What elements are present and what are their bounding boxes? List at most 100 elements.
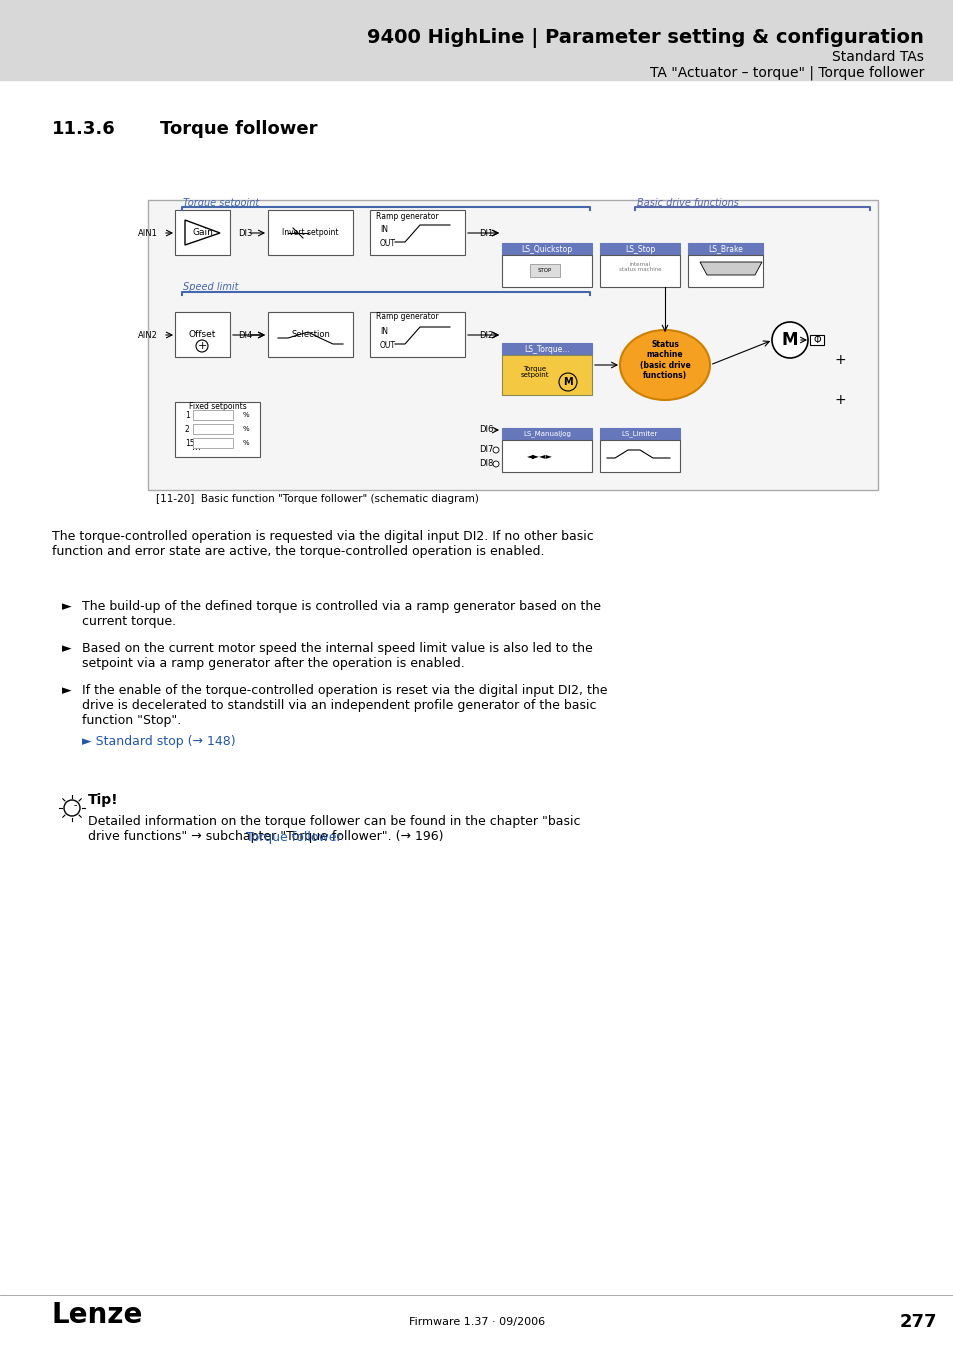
Text: AIN2: AIN2 xyxy=(138,331,158,339)
Text: ►: ► xyxy=(62,643,71,655)
Bar xyxy=(501,243,592,255)
Text: 11.3.6: 11.3.6 xyxy=(52,120,115,138)
Text: +: + xyxy=(833,352,845,367)
Text: DI6: DI6 xyxy=(478,425,493,435)
Text: %: % xyxy=(243,427,250,432)
Bar xyxy=(501,440,592,472)
Bar xyxy=(501,343,592,355)
Text: 15: 15 xyxy=(185,439,194,447)
Circle shape xyxy=(195,340,208,352)
Text: DI4: DI4 xyxy=(237,331,252,339)
Text: DI2: DI2 xyxy=(478,331,493,339)
Text: 1: 1 xyxy=(185,410,190,420)
Bar xyxy=(530,265,559,277)
Text: IN: IN xyxy=(379,328,388,336)
Bar xyxy=(148,200,877,490)
Text: Detailed information on the torque follower can be found in the chapter "basic
d: Detailed information on the torque follo… xyxy=(88,815,579,842)
Text: Based on the current motor speed the internal speed limit value is also led to t: Based on the current motor speed the int… xyxy=(82,643,592,670)
Text: LS_Limiter: LS_Limiter xyxy=(621,431,658,437)
Text: OUT: OUT xyxy=(379,340,395,350)
Bar xyxy=(370,211,464,255)
Text: TA "Actuator – torque" | Torque follower: TA "Actuator – torque" | Torque follower xyxy=(649,66,923,81)
Text: Speed limit: Speed limit xyxy=(183,282,238,292)
Circle shape xyxy=(493,447,498,454)
Text: %: % xyxy=(243,440,250,446)
Text: DI1: DI1 xyxy=(478,228,493,238)
Text: Tip!: Tip! xyxy=(88,792,118,807)
Polygon shape xyxy=(700,262,761,275)
Text: Selection: Selection xyxy=(291,329,330,339)
Bar xyxy=(501,255,592,288)
Text: Torque setpoint: Torque setpoint xyxy=(183,198,259,208)
Text: Standard TAs: Standard TAs xyxy=(831,50,923,63)
Text: Ramp generator: Ramp generator xyxy=(375,312,437,321)
Text: ►: ► xyxy=(62,684,71,697)
Text: Offset: Offset xyxy=(189,329,216,339)
Text: Lenze: Lenze xyxy=(52,1301,143,1328)
Text: M: M xyxy=(562,377,572,387)
Text: Ramp generator: Ramp generator xyxy=(375,212,437,221)
Bar xyxy=(0,0,953,80)
Text: LS_Stop: LS_Stop xyxy=(624,244,655,254)
Bar xyxy=(687,255,762,288)
Text: The torque-controlled operation is requested via the digital input DI2. If no ot: The torque-controlled operation is reque… xyxy=(52,531,593,558)
Text: Φ: Φ xyxy=(812,335,820,346)
Text: AIN1: AIN1 xyxy=(138,228,158,238)
Bar xyxy=(599,255,679,288)
Text: DI3: DI3 xyxy=(237,228,253,238)
Bar xyxy=(174,402,260,458)
Text: Basic drive functions: Basic drive functions xyxy=(637,198,739,208)
Bar xyxy=(687,243,762,255)
Circle shape xyxy=(64,801,80,815)
Text: OUT: OUT xyxy=(379,239,395,247)
Text: The build-up of the defined torque is controlled via a ramp generator based on t: The build-up of the defined torque is co… xyxy=(82,599,600,628)
Circle shape xyxy=(558,373,577,391)
Text: internal
status machine: internal status machine xyxy=(618,262,660,273)
Text: 9400 HighLine | Parameter setting & configuration: 9400 HighLine | Parameter setting & conf… xyxy=(367,28,923,49)
Text: If the enable of the torque-controlled operation is reset via the digital input : If the enable of the torque-controlled o… xyxy=(82,684,607,728)
Bar xyxy=(193,424,233,433)
Bar xyxy=(599,428,679,440)
Circle shape xyxy=(771,323,807,358)
Text: Torque follower: Torque follower xyxy=(160,120,317,138)
Text: LS_Quickstop: LS_Quickstop xyxy=(521,244,572,254)
Text: Firmware 1.37 · 09/2006: Firmware 1.37 · 09/2006 xyxy=(409,1318,544,1327)
Text: Fixed setpoints: Fixed setpoints xyxy=(189,402,247,410)
Bar xyxy=(193,410,233,420)
Bar xyxy=(599,243,679,255)
Bar xyxy=(174,211,230,255)
Text: LS_Torque...: LS_Torque... xyxy=(524,344,569,354)
Text: ◄►◄►: ◄►◄► xyxy=(526,451,553,460)
Text: 277: 277 xyxy=(899,1314,937,1331)
Text: ► Standard stop (→ 148): ► Standard stop (→ 148) xyxy=(82,734,235,748)
Text: ►: ► xyxy=(62,599,71,613)
Text: %: % xyxy=(243,412,250,418)
Text: LS_Brake: LS_Brake xyxy=(707,244,742,254)
Bar xyxy=(809,335,823,346)
Ellipse shape xyxy=(619,329,709,400)
Text: Invert setpoint: Invert setpoint xyxy=(282,228,338,238)
Text: +: + xyxy=(197,342,207,351)
Text: [11-20]  Basic function "Torque follower" (schematic diagram): [11-20] Basic function "Torque follower"… xyxy=(156,494,478,504)
Bar xyxy=(501,355,592,396)
Text: -: - xyxy=(73,801,76,810)
Text: Status
machine
(basic drive
functions): Status machine (basic drive functions) xyxy=(639,340,690,381)
Text: ...: ... xyxy=(192,441,201,452)
Bar xyxy=(268,211,353,255)
Text: IN: IN xyxy=(379,225,388,235)
Text: LS_ManualJog: LS_ManualJog xyxy=(522,431,570,437)
Bar xyxy=(268,312,353,356)
Bar xyxy=(0,1295,953,1350)
Text: DI8: DI8 xyxy=(478,459,493,468)
Text: 2: 2 xyxy=(185,424,190,433)
Text: M: M xyxy=(781,331,798,350)
Text: +: + xyxy=(833,393,845,406)
Text: Torque follower: Torque follower xyxy=(246,832,341,844)
Text: DI7: DI7 xyxy=(478,446,493,455)
Text: Gain: Gain xyxy=(192,228,213,238)
Bar xyxy=(193,437,233,448)
Bar xyxy=(599,440,679,472)
Text: STOP: STOP xyxy=(537,269,552,274)
Circle shape xyxy=(493,460,498,467)
Bar xyxy=(370,312,464,356)
